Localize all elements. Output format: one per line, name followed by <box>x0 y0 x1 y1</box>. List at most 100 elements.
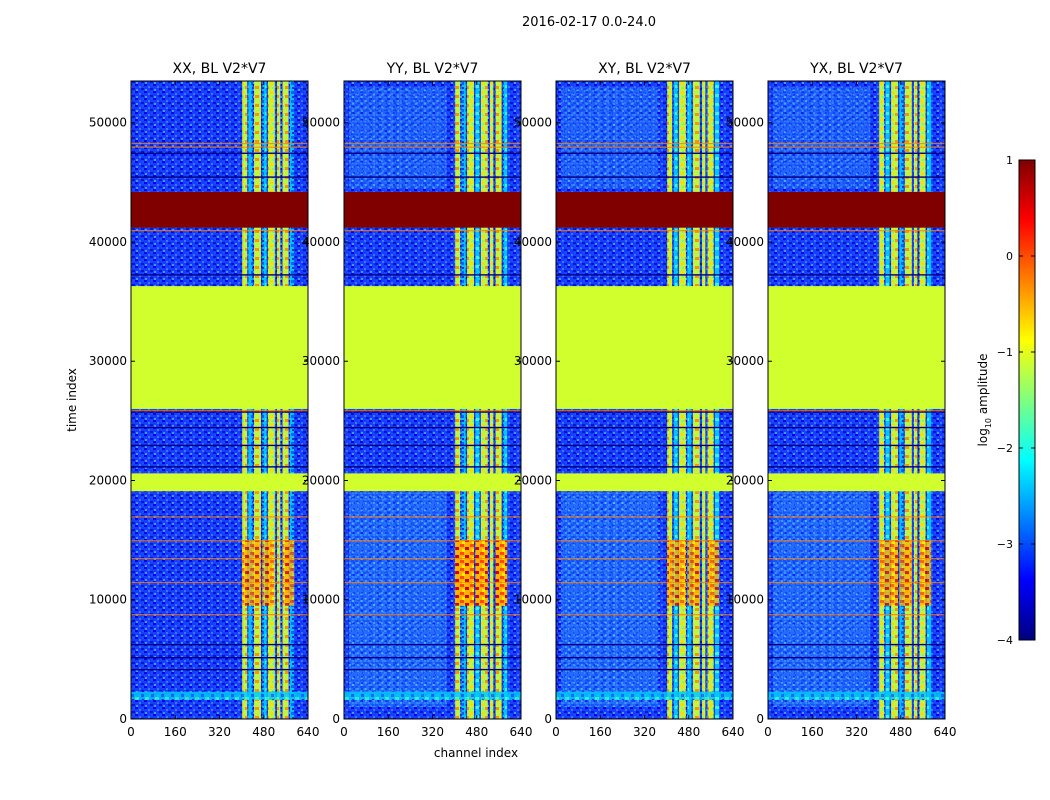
y-tick-label: 0 <box>544 712 552 726</box>
heatmap-haze <box>561 492 659 708</box>
y-tick-label: 40000 <box>89 235 127 249</box>
gap-line <box>131 411 308 413</box>
gap-line <box>556 274 733 276</box>
rfi-line <box>556 614 733 616</box>
y-tick-label: 40000 <box>514 235 552 249</box>
gap-line <box>131 656 308 659</box>
gap-line <box>344 152 521 154</box>
hot-region <box>879 540 898 606</box>
gap-line <box>556 643 733 646</box>
rfi-line <box>768 581 945 584</box>
gap-line <box>131 444 308 447</box>
rfi-line <box>344 540 521 542</box>
gap-line <box>768 643 945 646</box>
gap-line <box>131 466 308 468</box>
gap-line <box>556 466 733 468</box>
hot-region <box>455 540 474 606</box>
rfi-line <box>344 581 521 584</box>
rfi-line <box>344 410 521 412</box>
y-tick-label: 0 <box>756 712 764 726</box>
value-band <box>768 473 945 492</box>
gap-line <box>131 176 308 178</box>
colorbar: 10−1−2−3−4 log10 amplitude <box>976 154 1036 647</box>
y-tick-label: 40000 <box>302 235 340 249</box>
rfi-line <box>768 516 945 518</box>
gap-line <box>556 176 733 178</box>
rfi-line <box>556 146 733 148</box>
colorbar-tick-label: −3 <box>997 538 1013 551</box>
colorbar-tick-label: −2 <box>997 442 1013 455</box>
panel-1: XX, BL V2*V7 0 160 320 480 640 0 10000 20000 3000… <box>89 61 320 739</box>
rfi-line <box>344 558 521 560</box>
heatmap-haze <box>773 86 871 189</box>
rfi-line <box>556 581 733 584</box>
gap-line <box>344 668 521 671</box>
bottom-band <box>344 691 521 700</box>
bottom-band <box>768 691 945 700</box>
x-tick-label: 0 <box>764 725 772 739</box>
gap-line <box>556 668 733 671</box>
gap-line <box>344 466 521 468</box>
rfi-line <box>344 146 521 148</box>
value-band <box>131 191 308 228</box>
gap-line <box>768 274 945 276</box>
rfi-line <box>556 143 733 145</box>
x-tick-label: 640 <box>510 725 533 739</box>
gap-line <box>344 274 521 276</box>
gap-line <box>344 411 521 413</box>
rfi-line <box>131 146 308 148</box>
gap-line <box>556 411 733 413</box>
colorbar-tick-label: 0 <box>1006 250 1013 263</box>
hot-region <box>687 540 700 606</box>
x-tick-label: 320 <box>421 725 444 739</box>
y-tick-label: 10000 <box>89 593 127 607</box>
gap-line <box>344 656 521 659</box>
hot-region <box>262 540 275 606</box>
heatmap-haze <box>349 86 447 189</box>
gap-line <box>556 152 733 154</box>
gap-line <box>131 152 308 154</box>
gap-line <box>344 176 521 178</box>
x-tick-label: 320 <box>845 725 868 739</box>
hot-region <box>242 540 261 606</box>
value-band <box>556 191 733 228</box>
rfi-line <box>556 230 733 232</box>
y-tick-label: 0 <box>119 712 127 726</box>
bottom-band <box>131 691 308 700</box>
rfi-line <box>344 230 521 232</box>
y-tick-label: 30000 <box>89 354 127 368</box>
rfi-line <box>131 516 308 518</box>
value-band <box>768 286 945 409</box>
rfi-line <box>768 143 945 145</box>
panel-title: YX, BL V2*V7 <box>809 61 903 77</box>
colorbar-tick-label: −1 <box>997 346 1013 359</box>
hot-region <box>475 540 488 606</box>
hot-region <box>667 540 686 606</box>
y-tick-label: 30000 <box>302 354 340 368</box>
rfi-line <box>556 540 733 542</box>
gap-line <box>131 643 308 646</box>
value-band <box>556 473 733 492</box>
rfi-line <box>768 614 945 616</box>
bottom-band <box>556 691 733 700</box>
colorbar-tick-label: −4 <box>997 634 1013 647</box>
x-tick-label: 0 <box>127 725 135 739</box>
heatmap-haze <box>349 492 447 708</box>
y-tick-label: 20000 <box>89 473 127 487</box>
y-tick-label: 10000 <box>726 593 764 607</box>
y-tick-label: 20000 <box>302 473 340 487</box>
x-tick-label: 480 <box>677 725 700 739</box>
panel-2: YY, BL V2*V7 0 160 320 480 640 0 10000 20000 3000… <box>302 61 533 739</box>
x-axis-label: channel index <box>434 746 518 760</box>
gap-line <box>556 426 733 429</box>
y-tick-label: 20000 <box>726 473 764 487</box>
y-tick-label: 50000 <box>514 116 552 130</box>
gap-line <box>768 411 945 413</box>
gap-line <box>131 668 308 671</box>
value-band <box>556 286 733 409</box>
panel-4: YX, BL V2*V7 0 160 320 480 640 0 10000 20000 3000… <box>726 61 957 739</box>
colorbar-label-rest: amplitude <box>976 354 990 418</box>
value-band <box>131 286 308 409</box>
rfi-line <box>344 516 521 518</box>
y-tick-label: 20000 <box>514 473 552 487</box>
